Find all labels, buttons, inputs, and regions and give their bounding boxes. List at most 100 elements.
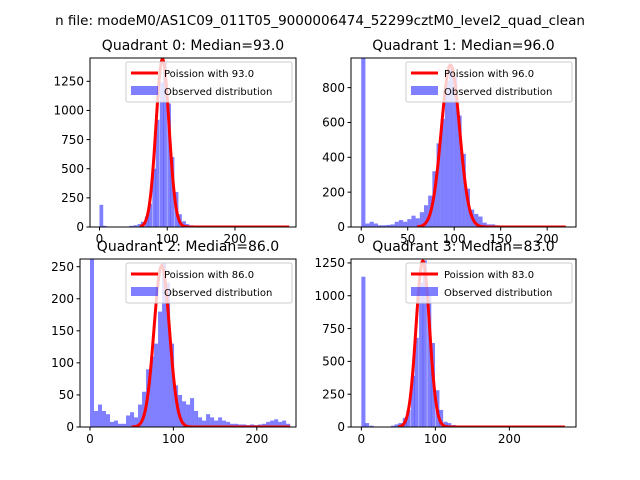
histogram-bar: [398, 220, 404, 227]
y-tick-label: 500: [322, 355, 345, 369]
legend-box: [405, 262, 573, 304]
histogram-bar: [382, 225, 387, 227]
legend-box: [405, 61, 573, 103]
x-tick-label: 200: [224, 232, 247, 246]
histogram-bar: [98, 404, 103, 427]
plot-area: [361, 58, 567, 227]
histogram-bar: [365, 223, 370, 227]
histogram-bar: [159, 82, 164, 227]
histogram-bar: [178, 394, 183, 427]
histogram-bar: [167, 103, 171, 227]
histogram-bar: [444, 80, 450, 227]
histogram-bar: [286, 423, 291, 427]
histogram-bar: [377, 225, 383, 227]
x-tick-label: 100: [162, 432, 185, 446]
histogram-bar: [419, 282, 424, 427]
histogram-bar: [118, 423, 123, 427]
y-tick-label: 0: [337, 220, 345, 234]
histogram-bar: [134, 417, 139, 427]
histogram-bar: [369, 425, 374, 427]
histogram-bar: [214, 420, 219, 427]
histogram-bar: [152, 168, 157, 227]
legend-label: Observed distribution: [444, 288, 552, 299]
histogram-bar: [439, 409, 444, 427]
x-tick-label: 100: [443, 232, 466, 246]
y-tick-label: 0: [76, 220, 84, 234]
histogram-bar: [99, 204, 104, 227]
histogram-bar: [210, 417, 215, 427]
histogram-bar: [282, 420, 287, 427]
y-tick-label: 200: [322, 185, 345, 199]
histogram-bar: [274, 419, 279, 427]
histogram-bar: [202, 420, 207, 427]
histogram-bar: [406, 409, 411, 427]
histogram-bar: [443, 421, 448, 427]
histogram-bar: [262, 423, 267, 427]
histogram-bar: [148, 203, 153, 227]
y-tick-label: 500: [61, 162, 84, 176]
y-tick-label: 750: [322, 322, 345, 336]
histogram-bar: [170, 157, 175, 227]
legend-patch-swatch: [411, 287, 438, 296]
subplot-quadrant-0: 0 100 200 0 250 500 750 1000 1250 Poission with 9…: [53, 38, 297, 246]
legend-label: Poission with 96.0: [444, 69, 534, 80]
subplot-title: Quadrant 3: Median=83.0: [372, 239, 554, 255]
y-tick-label: 100: [51, 356, 74, 370]
y-tick-label: 250: [322, 387, 345, 401]
x-tick-label: 100: [424, 432, 447, 446]
histogram-bar: [407, 219, 412, 227]
histogram-bar: [436, 143, 441, 227]
histogram-bar: [129, 225, 134, 227]
histogram-bar: [478, 216, 483, 227]
y-tick-label: 400: [322, 151, 345, 165]
histogram-bar: [194, 410, 199, 427]
y-tick-label: 200: [51, 292, 74, 306]
y-tick-label: 1250: [53, 75, 84, 89]
legend-label: Observed distribution: [444, 87, 552, 98]
histogram-bar: [234, 423, 239, 427]
histogram-bar: [182, 401, 187, 427]
histogram-bar: [415, 218, 420, 227]
histogram-bar: [390, 425, 396, 427]
legend-patch-swatch: [411, 86, 438, 95]
x-tick-label: 0: [86, 432, 94, 446]
histogram-bar: [222, 420, 227, 427]
histogram-bar: [102, 410, 107, 427]
histogram-bar: [130, 412, 135, 427]
x-tick-label: 100: [156, 232, 179, 246]
legend-label: Poission with 93.0: [164, 69, 254, 80]
histogram-bar: [137, 224, 142, 227]
histogram-bar: [461, 153, 466, 227]
histogram-bar: [206, 414, 211, 427]
legend: Poission with 83.0 Observed distribution: [405, 262, 573, 304]
histogram-bar: [133, 225, 138, 227]
histogram-bar: [386, 224, 391, 227]
y-tick-label: 1250: [314, 256, 345, 270]
y-tick-label: 50: [59, 388, 74, 402]
legend-label: Observed distribution: [164, 288, 272, 299]
subplot-quadrant-2: 0 100 200 0 50 100 150 200 250 Poission with 86.0…: [51, 239, 297, 446]
histogram-bar: [162, 263, 167, 427]
histogram-bar: [423, 205, 429, 227]
histogram-bar: [102, 225, 107, 227]
y-tick-label: 1000: [53, 104, 84, 118]
histogram-bar: [440, 118, 445, 227]
histogram-bar: [186, 404, 191, 427]
axes-frame: [350, 57, 577, 228]
x-tick-label: 200: [536, 232, 559, 246]
histogram-bar: [414, 337, 419, 427]
histogram-bar: [361, 58, 366, 227]
legend-patch-swatch: [131, 86, 158, 95]
subplot-title: Quadrant 1: Median=96.0: [372, 38, 554, 54]
histogram-bar: [365, 423, 370, 427]
histogram-bar: [449, 68, 454, 227]
histogram-bar: [427, 295, 432, 427]
subplot-quadrant-3: 0 100 200 0 250 500 750 1000 1250 Poission with 8…: [314, 239, 577, 446]
histogram-bar: [447, 423, 452, 427]
figure-title: n file: modeM0/AS1C09_011T05_9000006474_…: [55, 13, 585, 29]
histogram-bar: [270, 420, 275, 427]
histogram-bar: [411, 215, 416, 227]
histogram-bar: [126, 415, 131, 427]
y-tick-label: 600: [322, 116, 345, 130]
